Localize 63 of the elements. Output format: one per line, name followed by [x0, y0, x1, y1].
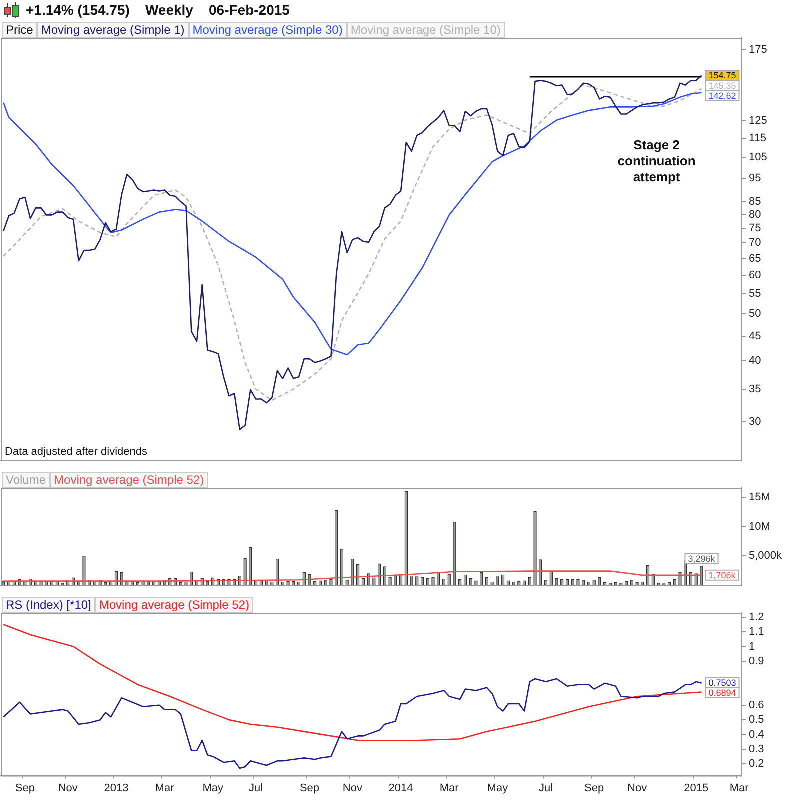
text: Moving average (Simple 52) — [95, 597, 254, 613]
x-tick-label: Mar — [440, 782, 460, 794]
y-tick-label: 0.3 — [749, 743, 764, 756]
annotation: Stage 2 continuation attempt — [618, 137, 696, 184]
y-tick-label: 65 — [749, 252, 762, 265]
text: RS (Index) [*10] — [2, 597, 96, 613]
y-tick-label: 95 — [749, 172, 762, 185]
text: Volume — [2, 472, 50, 488]
y-tick-label: 0.6 — [749, 699, 764, 712]
y-tick-label: 30 — [749, 416, 762, 428]
y-tick-label: 85 — [749, 196, 762, 208]
text: Moving average (Simple 10) — [346, 22, 505, 38]
x-tick-label: May — [202, 782, 224, 794]
y-tick-label: 50 — [749, 308, 762, 320]
data-label: 1,706k — [708, 570, 736, 580]
x-tick-label: Sep — [300, 782, 320, 794]
x-tick-label: Jul — [538, 782, 554, 794]
x-tick-label: 2014 — [388, 782, 414, 794]
data-label: 145.35 — [708, 80, 736, 91]
y-tick-label: 70 — [749, 237, 762, 250]
y-tick-label: 75 — [749, 222, 762, 235]
x-tick-label: Jul — [249, 782, 264, 794]
y-tick-label: 55 — [749, 288, 762, 300]
y-tick-label: 35 — [749, 383, 762, 396]
y-tick-label: 125 — [749, 114, 768, 127]
y-tick-label: 0.9 — [749, 655, 764, 668]
y-tick-label: 115 — [749, 132, 767, 144]
x-tick-label: Mar — [155, 782, 175, 794]
y-tick-label: 10M — [749, 520, 770, 533]
text: Moving average (Simple 30) — [188, 22, 347, 38]
y-tick-label: 0.5 — [749, 714, 764, 726]
y-tick-label: 0.2 — [749, 758, 764, 770]
y-tick-label: 1.1 — [749, 626, 764, 638]
chart-title: +1.14% (154.75) Weekly 06-Feb-2015 — [26, 2, 290, 18]
legend-title: Price — [2, 22, 38, 38]
x-tick-label: May — [487, 782, 509, 794]
annotation: Data adjusted after dividends — [5, 446, 148, 458]
data-label: 154.75 — [708, 70, 736, 81]
y-tick-label: 45 — [749, 330, 762, 342]
x-tick-label: 2013 — [104, 782, 129, 794]
y-tick-label: 5,000k — [749, 550, 783, 562]
y-tick-label: 175 — [749, 44, 768, 56]
x-tick-label: Sep — [15, 782, 35, 794]
data-label: 0.7503 — [708, 678, 736, 688]
y-tick-label: 40 — [749, 355, 762, 368]
data-label: 3,296k — [688, 554, 716, 564]
x-tick-label: 2015 — [684, 782, 709, 794]
x-tick-label: Sep — [584, 782, 604, 794]
y-tick-label: 1 — [749, 640, 756, 653]
y-tick-label: 80 — [749, 208, 762, 221]
y-tick-label: 105 — [749, 152, 768, 164]
y-tick-label: 15M — [749, 491, 770, 504]
x-tick-label: Nov — [628, 782, 648, 794]
x-tick-label: Mar — [730, 782, 750, 794]
text: Moving average (Simple 52) — [50, 472, 208, 488]
y-tick-label: 0.4 — [749, 728, 764, 741]
text: Moving average (Simple 1) — [37, 22, 189, 38]
y-tick-label: 1.2 — [749, 611, 764, 624]
data-label: 0.6894 — [708, 688, 736, 698]
x-tick-label: Nov — [58, 782, 78, 794]
x-tick-label: Nov — [342, 782, 363, 794]
data-label: 142.62 — [708, 90, 736, 101]
y-tick-label: 60 — [749, 270, 762, 282]
